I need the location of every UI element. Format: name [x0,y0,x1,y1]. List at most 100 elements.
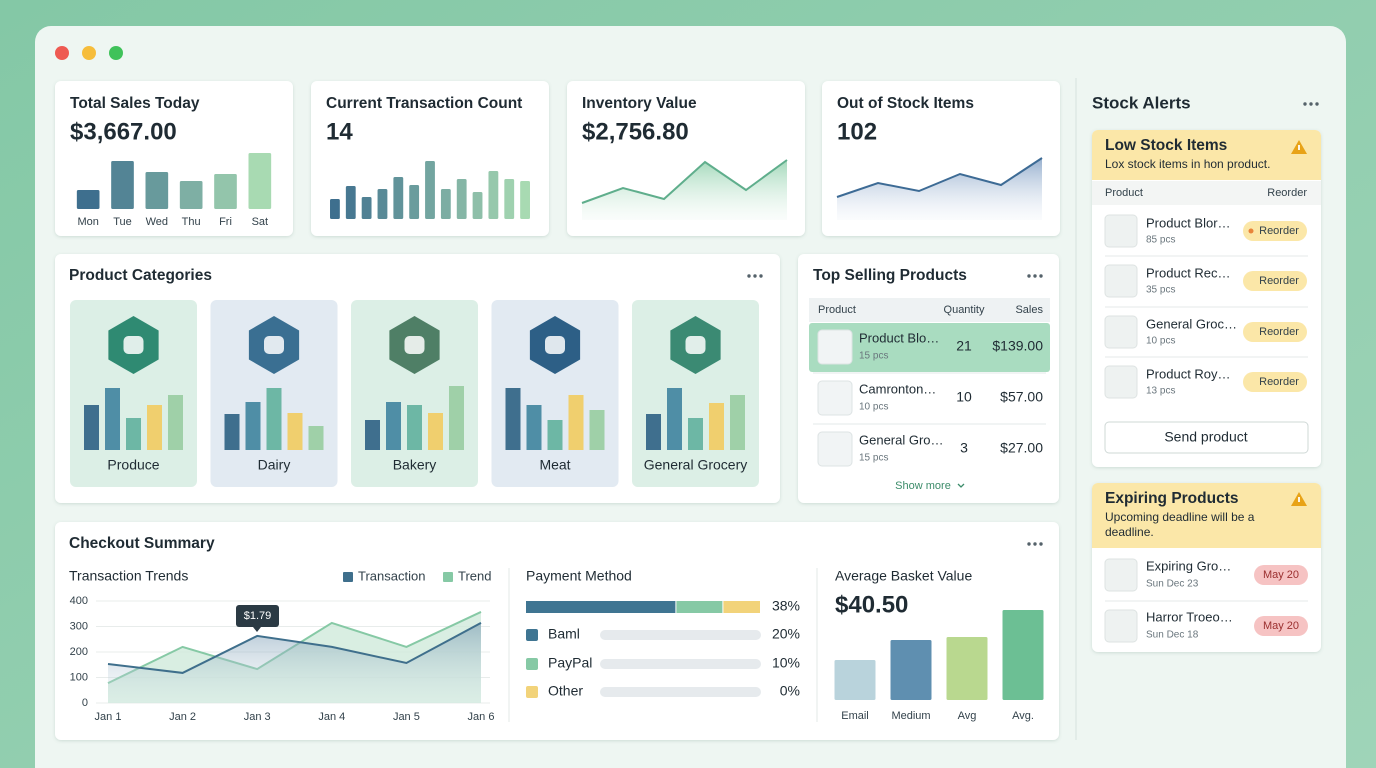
reorder-label[interactable]: Reorder [1259,275,1299,287]
reorder-label[interactable]: Reorder [1259,225,1299,237]
bar [488,171,499,219]
product-thumb [817,329,853,365]
bar [245,402,261,450]
product-thumb [1104,609,1138,643]
menu-dot[interactable] [1039,542,1043,546]
column-header: Sales [1015,304,1043,316]
menu-dot[interactable] [1033,274,1037,278]
chart-title: Average Basket Value [835,568,972,584]
menu-dot[interactable] [1309,102,1313,106]
x-tick-label: Email [841,710,869,722]
product-name: General Gro… [859,432,944,447]
reorder-button[interactable] [1243,221,1307,241]
reorder-label[interactable]: Reorder [1259,326,1299,338]
bar [520,181,530,219]
menu-dot[interactable] [753,274,757,278]
bar [505,388,521,450]
x-tick-label: Tue [113,216,132,228]
category-card[interactable] [351,300,478,487]
warning-mark [1298,497,1300,502]
menu-dot[interactable] [1033,542,1037,546]
bar-segment [676,601,723,613]
section-title: Checkout Summary [69,535,215,552]
category-name: Dairy [258,457,291,473]
send-button[interactable] [1104,421,1309,454]
bar-segment [526,601,676,613]
bar [688,418,703,450]
menu-dot[interactable] [1027,542,1031,546]
product-name: Product Blor… [1146,215,1231,230]
bar [456,179,467,219]
menu-dot[interactable] [759,274,763,278]
bar [361,197,372,219]
category-icon-glyph [123,336,144,354]
reorder-button[interactable] [1243,372,1307,392]
sales: $27.00 [1000,440,1043,456]
menu-dot[interactable] [1027,274,1031,278]
legend-swatch [343,572,353,582]
tooltip-pointer [253,627,261,632]
send-button-label[interactable]: Send product [1164,429,1247,445]
category-name: General Grocery [644,457,747,473]
reorder-label[interactable]: Reorder [1259,376,1299,388]
track [600,630,761,640]
alert-title: Low Stock Items [1105,137,1227,154]
window-control[interactable] [82,46,96,60]
product-name: Product Roy… [1146,366,1231,381]
bar [266,388,282,450]
method-share: 0% [780,683,800,699]
menu-dot[interactable] [1039,274,1043,278]
bar [504,179,515,219]
area [582,160,787,220]
bar [425,161,435,219]
bar-segment [723,601,760,613]
alert-subtitle: Lox stock items in hon product. [1105,157,1270,171]
bar [168,395,183,450]
legend-swatch [526,686,538,698]
product-thumb [1104,315,1138,349]
alert-card [1092,130,1321,467]
legend-swatch [443,572,453,582]
bar [224,414,240,450]
bar [76,190,100,209]
legend-label: Trend [458,568,491,583]
bar [287,413,303,450]
kpi-value: 102 [837,118,877,145]
menu-dot[interactable] [747,274,751,278]
window-control[interactable] [109,46,123,60]
date-badge [1254,565,1308,585]
table-header [1092,181,1321,205]
method-name: PayPal [548,655,592,671]
menu-dot[interactable] [1315,102,1319,106]
window-control[interactable] [55,46,69,60]
bar [440,189,451,219]
kpi-title: Total Sales Today [70,95,200,112]
bar [308,426,324,450]
category-card[interactable] [491,300,619,487]
y-tick-label: 200 [70,646,88,658]
category-name: Produce [107,457,159,473]
column-header: Reorder [1267,187,1307,199]
bar [646,414,661,450]
section-title: Product Categories [69,267,212,284]
column-header: Product [818,304,856,316]
bar [386,402,401,450]
chevron [957,483,965,488]
line [107,622,482,674]
category-card[interactable] [70,300,197,487]
show-more[interactable]: Show more [895,480,951,492]
product-thumb [817,431,853,467]
reorder-button[interactable] [1243,271,1307,291]
reorder-button[interactable] [1243,322,1307,342]
quantity: 3 [960,440,968,456]
menu-dot[interactable] [1303,102,1307,106]
category-card[interactable] [632,300,759,487]
quantity: 10 [956,389,972,405]
kpi-value: $40.50 [835,591,908,618]
date-badge-label: May 20 [1263,620,1299,632]
product-detail: 85 pcs [1146,235,1175,246]
kpi-title: Current Transaction Count [326,95,522,112]
x-tick-label: Avg [958,710,977,722]
category-name: Bakery [393,457,437,473]
